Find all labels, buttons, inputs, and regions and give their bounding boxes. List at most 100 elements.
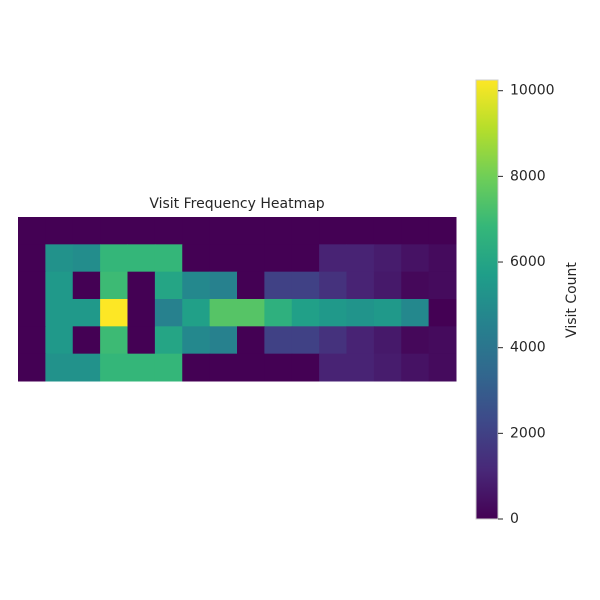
cell <box>209 271 238 300</box>
cell <box>182 271 211 300</box>
cell <box>72 244 101 273</box>
cell <box>100 326 128 355</box>
cell <box>264 353 293 382</box>
cell <box>154 326 183 355</box>
cell <box>127 326 156 355</box>
colorbar-tick-label: 4000 <box>510 340 546 356</box>
cell <box>209 353 238 382</box>
cell <box>264 217 293 245</box>
chart-title: Visit Frequency Heatmap <box>149 196 324 212</box>
cell <box>45 217 74 245</box>
cell <box>428 271 457 300</box>
cell <box>72 299 101 327</box>
cell <box>72 326 101 355</box>
cell <box>291 353 320 382</box>
cell <box>264 244 293 273</box>
cell <box>72 217 101 245</box>
cell <box>237 353 265 382</box>
cell <box>401 244 430 273</box>
cell <box>373 217 402 245</box>
cell <box>346 326 375 355</box>
cell <box>182 217 211 245</box>
cell <box>319 271 347 300</box>
cell <box>319 299 347 327</box>
cell <box>72 271 101 300</box>
colorbar <box>475 79 499 520</box>
cell <box>401 217 430 245</box>
cell <box>100 244 128 273</box>
cell <box>18 271 46 300</box>
colorbar-tick-label: 2000 <box>510 425 546 441</box>
cell <box>428 299 457 327</box>
cell <box>127 271 156 300</box>
cell <box>373 299 402 327</box>
cell <box>154 353 183 382</box>
cell <box>45 244 74 273</box>
cell <box>154 244 183 273</box>
cell <box>45 353 74 382</box>
cell <box>346 217 375 245</box>
cell <box>18 217 46 245</box>
cell <box>18 299 46 327</box>
cell <box>319 353 347 382</box>
cell <box>182 353 211 382</box>
cell <box>182 326 211 355</box>
cell <box>291 326 320 355</box>
cell <box>373 353 402 382</box>
cell <box>182 244 211 273</box>
cell <box>291 299 320 327</box>
colorbar-tick-label: 0 <box>510 511 519 527</box>
colorbar-label: Visit Count <box>564 262 580 338</box>
cell <box>264 326 293 355</box>
cell <box>237 271 265 300</box>
cell <box>72 353 101 382</box>
cell <box>346 299 375 327</box>
colorbar-tick-label: 8000 <box>510 168 546 184</box>
cell <box>401 299 430 327</box>
cell <box>237 299 265 327</box>
cell <box>291 244 320 273</box>
colorbar-tick-label: 6000 <box>510 254 546 270</box>
cell <box>45 271 74 300</box>
cell <box>428 244 457 273</box>
cell <box>127 217 156 245</box>
colorbar-tick-label: 10000 <box>510 83 555 99</box>
cell <box>346 244 375 273</box>
cell <box>264 299 293 327</box>
cell <box>209 217 238 245</box>
cell <box>291 217 320 245</box>
cell <box>401 326 430 355</box>
cell <box>346 353 375 382</box>
cell <box>401 353 430 382</box>
cell <box>401 271 430 300</box>
cell <box>428 326 457 355</box>
cell <box>237 326 265 355</box>
cell <box>18 326 46 355</box>
cell <box>18 244 46 273</box>
cell <box>45 326 74 355</box>
cell <box>264 271 293 300</box>
cell <box>237 217 265 245</box>
cell <box>319 326 347 355</box>
cell <box>346 271 375 300</box>
cell <box>319 244 347 273</box>
cell <box>373 326 402 355</box>
cell <box>209 244 238 273</box>
cell <box>100 353 128 382</box>
cell <box>154 299 183 327</box>
cell <box>209 299 238 327</box>
cell <box>154 271 183 300</box>
cell <box>182 299 211 327</box>
cell <box>100 217 128 245</box>
cell <box>428 217 457 245</box>
cell <box>319 217 347 245</box>
cell <box>237 244 265 273</box>
cell <box>127 244 156 273</box>
cell <box>100 299 128 327</box>
cell <box>373 271 402 300</box>
cell <box>209 326 238 355</box>
cell <box>18 353 46 382</box>
cell <box>45 299 74 327</box>
cell <box>373 244 402 273</box>
